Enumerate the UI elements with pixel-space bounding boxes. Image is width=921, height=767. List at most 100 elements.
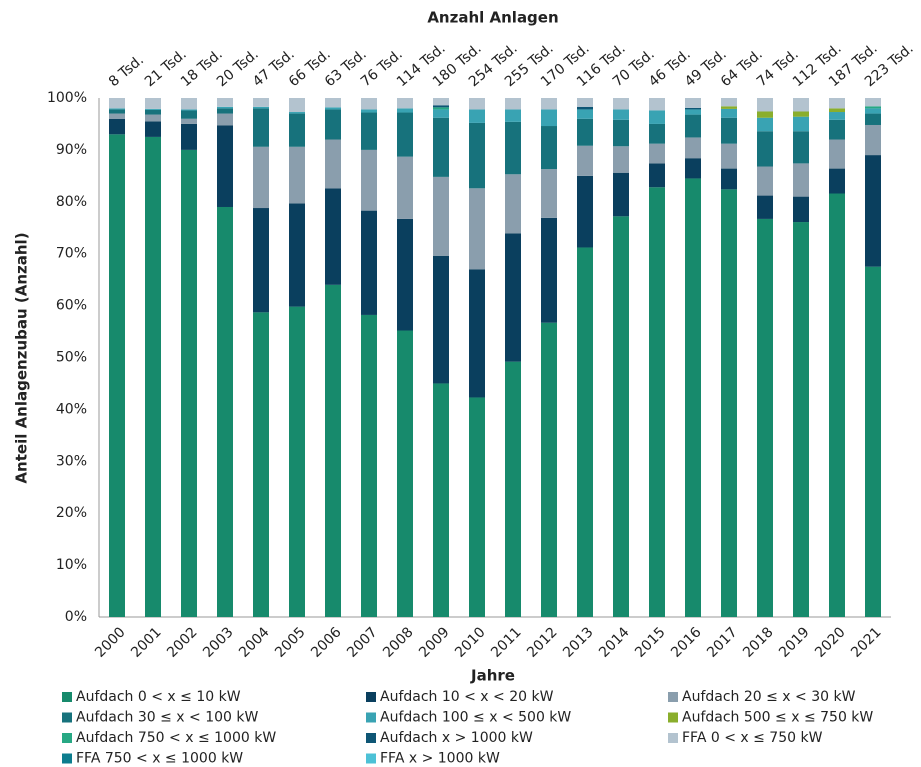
x-tick-label: 2016: [668, 624, 705, 661]
bar-segment: [865, 113, 881, 125]
bar-segment: [181, 109, 197, 111]
bar-segment: [541, 169, 557, 218]
bar-segment: [145, 114, 161, 122]
bar-segment: [541, 98, 557, 110]
legend-label: Aufdach 500 ≤ x ≤ 750 kW: [682, 710, 873, 726]
bar-segment: [649, 187, 665, 617]
bar-segment: [541, 217, 557, 323]
bar-segment: [577, 145, 593, 176]
bar-segment: [829, 98, 845, 109]
bar-segment: [721, 98, 737, 107]
bar-segment: [253, 98, 269, 107]
x-tick-label: 2019: [776, 624, 813, 661]
y-tick-label: 80%: [56, 194, 87, 210]
x-tick-label: 2011: [488, 624, 525, 661]
x-tick-label: 2021: [848, 624, 885, 661]
bar-segment: [289, 112, 305, 114]
bar-segment: [577, 109, 593, 119]
x-tick-label: 2000: [92, 624, 129, 661]
bar-segment: [649, 123, 665, 144]
bar-segment: [721, 143, 737, 169]
bar-segment: [469, 269, 485, 398]
bar-segment: [541, 126, 557, 170]
bar-segment: [397, 156, 413, 219]
bar-segment: [613, 216, 629, 617]
legend-label: FFA 0 < x ≤ 750 kW: [682, 730, 823, 746]
legend-swatch: [62, 733, 72, 743]
legend-label: Aufdach 0 < x ≤ 10 kW: [76, 689, 241, 705]
x-tick-label: 2001: [128, 624, 165, 661]
bar-segment: [577, 175, 593, 248]
bar-segment: [793, 222, 809, 617]
bar-segment: [361, 109, 377, 113]
x-tick-label: 2007: [344, 624, 381, 661]
bar-segment: [109, 134, 125, 617]
x-tick-label: 2008: [380, 624, 417, 661]
bar-segment: [433, 383, 449, 617]
x-tick-label: 2013: [560, 624, 597, 661]
bar-segment: [613, 109, 629, 120]
bar-segment: [217, 98, 233, 107]
bar-segment: [109, 98, 125, 109]
bar-segment: [397, 112, 413, 157]
bar-segment: [109, 113, 125, 119]
legend-swatch: [668, 712, 678, 723]
bar-segment: [757, 131, 773, 167]
bar-segment: [829, 112, 845, 120]
x-tick-label: 2018: [740, 624, 777, 661]
legend-label: Aufdach 30 ≤ x < 100 kW: [76, 710, 259, 726]
y-tick-label: 0%: [65, 609, 87, 625]
bar-segment: [433, 107, 449, 110]
bar-segment: [685, 178, 701, 617]
bar-segment: [865, 155, 881, 267]
x-tick-label: 2012: [524, 624, 561, 661]
bar-segment: [793, 116, 809, 132]
bar-segment: [829, 139, 845, 169]
bar-segment: [469, 122, 485, 189]
bar-segment: [757, 218, 773, 617]
bar-segment: [469, 188, 485, 270]
bar-segment: [181, 149, 197, 617]
legend-label: Aufdach 10 < x < 20 kW: [380, 689, 554, 705]
x-tick-label: 2020: [812, 624, 849, 661]
bar-segment: [325, 188, 341, 285]
top-label: 8 Tsd.: [106, 52, 147, 90]
legend-label: FFA 750 < x ≤ 1000 kW: [76, 751, 243, 767]
legend-swatch: [62, 712, 72, 723]
bar-segment: [217, 108, 233, 114]
y-tick-label: 70%: [56, 246, 87, 262]
y-tick-label: 60%: [56, 298, 87, 314]
bar-segment: [541, 322, 557, 617]
bar-segment: [145, 121, 161, 137]
bar-segment: [469, 397, 485, 617]
bar-segment: [109, 108, 125, 110]
bar-segment: [685, 114, 701, 138]
bar-segment: [757, 195, 773, 219]
bar-segment: [865, 106, 881, 109]
x-tick-label: 2010: [452, 624, 489, 661]
bar-segment: [649, 163, 665, 188]
bar-segment: [145, 109, 161, 115]
bar-segment: [109, 118, 125, 135]
x-tick-label: 2003: [200, 624, 237, 661]
legend-label: Aufdach 20 ≤ x < 30 kW: [682, 689, 856, 705]
legend-swatch: [62, 753, 72, 764]
x-tick-label: 2014: [596, 624, 633, 661]
bar-segment: [577, 247, 593, 618]
bar-segment: [793, 98, 809, 112]
bar-segment: [577, 118, 593, 146]
bar-segment: [217, 206, 233, 618]
y-axis-label: Anteil Anlagenzubau (Anzahl): [13, 232, 31, 483]
bar-segment: [613, 98, 629, 110]
bar-segment: [253, 312, 269, 617]
bar-segment: [505, 121, 521, 175]
bar-segment: [757, 117, 773, 132]
bar-segment: [397, 98, 413, 109]
bar-segment: [577, 98, 593, 107]
bar-segment: [469, 98, 485, 110]
y-tick-label: 50%: [56, 350, 87, 366]
bar-segment: [433, 117, 449, 177]
bar-segment: [253, 106, 269, 109]
bar-segment: [865, 98, 881, 107]
